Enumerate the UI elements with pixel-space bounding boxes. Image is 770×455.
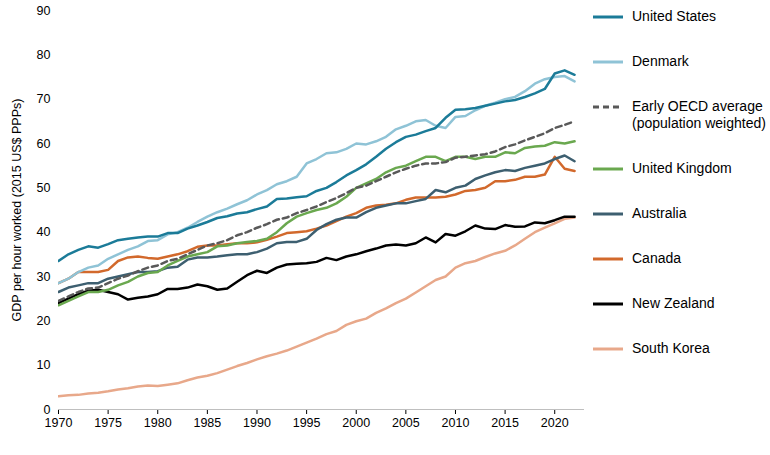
svg-text:1980: 1980: [144, 416, 172, 430]
svg-text:2005: 2005: [392, 416, 420, 430]
svg-text:1985: 1985: [193, 416, 221, 430]
svg-text:1990: 1990: [243, 416, 271, 430]
html-text:South Korea: South Korea: [632, 340, 710, 356]
svg-text:1970: 1970: [45, 416, 73, 430]
html-text:Early OECD average (population: Early OECD average (population weighted): [632, 98, 766, 131]
html-text:Australia: Australia: [632, 205, 687, 221]
svg-text:40: 40: [37, 225, 51, 239]
svg-text:0: 0: [44, 403, 51, 417]
svg-text:2000: 2000: [342, 416, 370, 430]
html-text:United States: United States: [632, 8, 717, 24]
html-text:Denmark: Denmark: [632, 53, 689, 69]
svg-text:30: 30: [37, 270, 51, 284]
svg-text:60: 60: [37, 137, 51, 151]
svg-text:1995: 1995: [293, 416, 321, 430]
svg-text:90: 90: [37, 4, 51, 18]
html-text:Canada: Canada: [632, 250, 681, 266]
svg-text:2010: 2010: [442, 416, 470, 430]
svg-text:1975: 1975: [94, 416, 122, 430]
svg-text:80: 80: [37, 48, 51, 62]
svg-text:50: 50: [37, 181, 51, 195]
svg-text:2020: 2020: [541, 416, 569, 430]
html-text:New Zealand: New Zealand: [632, 295, 715, 311]
svg-text:10: 10: [37, 358, 51, 372]
svg-text:GDP per hour worked (2015 US$: GDP per hour worked (2015 US$ PPPs): [10, 99, 24, 322]
html-text:United Kingdom: United Kingdom: [632, 160, 732, 176]
svg-text:2015: 2015: [491, 416, 519, 430]
svg-text:70: 70: [37, 92, 51, 106]
svg-text:20: 20: [37, 314, 51, 328]
